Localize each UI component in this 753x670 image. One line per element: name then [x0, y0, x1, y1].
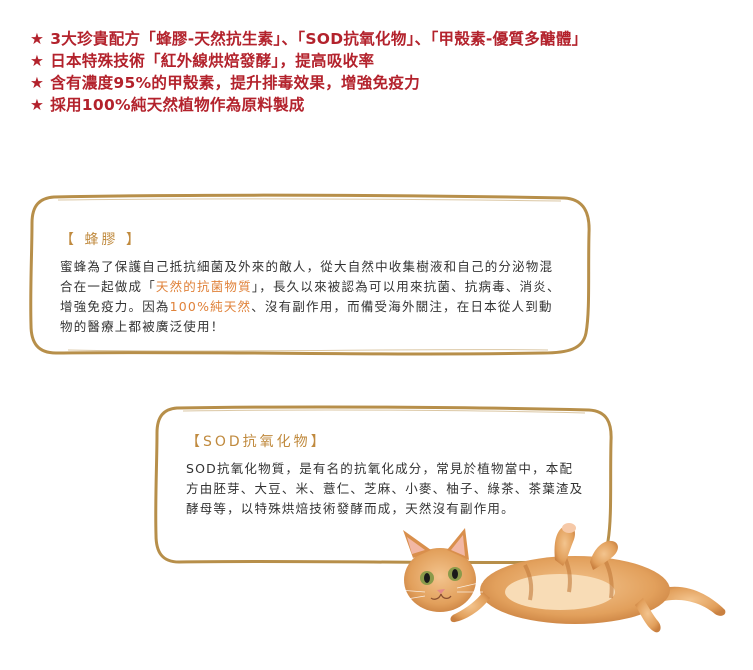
kitten-illustration	[398, 523, 726, 633]
body-text: 」，長久以來被認為可以用來抗菌、抗病毒、消炎、增強免疫力。因為	[60, 279, 561, 314]
highlight-text: 100%純天然	[169, 299, 252, 314]
feature-item: ★ 日本特殊技術「紅外線烘焙發酵」，提高吸收率	[30, 50, 587, 72]
feature-item: ★ 採用100%純天然植物作為原料製成	[30, 94, 587, 116]
feature-text: 3大珍貴配方「蜂膠-天然抗生素」、「SOD抗氧化物」、「甲殼素-優質多醣體」	[50, 30, 588, 48]
propolis-card: 【 蜂膠 】 蜜蜂為了保護自己抵抗細菌及外來的敵人，從大自然中收集樹液和自己的分…	[28, 193, 592, 356]
body-text: 、沒有副作用，而備受海外關注，在日本從人到動物的醫療上都被廣泛使用！	[60, 299, 553, 334]
feature-text: 日本特殊技術「紅外線烘焙發酵」，提高吸收率	[50, 52, 375, 70]
sod-content: 【SOD抗氧化物】 SOD抗氧化物質，是有名的抗氧化成分，常見於植物當中，本配方…	[186, 431, 586, 519]
propolis-content: 【 蜂膠 】 蜜蜂為了保護自己抵抗細菌及外來的敵人，從大自然中收集樹液和自己的分…	[60, 229, 565, 337]
hand-drawn-frame	[29, 193, 591, 356]
feature-list: ★ 3大珍貴配方「蜂膠-天然抗生素」、「SOD抗氧化物」、「甲殼素-優質多醣體」 …	[30, 28, 587, 116]
feature-text: 採用100%純天然植物作為原料製成	[50, 96, 305, 114]
feature-text: 含有濃度95%的甲殼素，提升排毒效果，增強免疫力	[50, 74, 421, 92]
star-icon: ★	[30, 74, 45, 92]
feature-item: ★ 含有濃度95%的甲殼素，提升排毒效果，增強免疫力	[30, 72, 587, 94]
propolis-title: 【 蜂膠 】	[60, 232, 143, 248]
sod-title: 【SOD抗氧化物】	[186, 434, 328, 450]
highlight-text: 天然的抗菌物質	[155, 279, 252, 294]
feature-item: ★ 3大珍貴配方「蜂膠-天然抗生素」、「SOD抗氧化物」、「甲殼素-優質多醣體」	[30, 28, 587, 50]
propolis-description: 蜜蜂為了保護自己抵抗細菌及外來的敵人，從大自然中收集樹液和自己的分泌物混合在一起…	[60, 257, 565, 337]
sod-description: SOD抗氧化物質，是有名的抗氧化成分，常見於植物當中，本配方由胚芽、大豆、米、薏…	[186, 461, 584, 516]
star-icon: ★	[30, 30, 45, 48]
star-icon: ★	[30, 96, 45, 114]
star-icon: ★	[30, 52, 45, 70]
body-text: 蜜蜂為了保護自己抵抗細菌及外來的敵人，從大自然中收集樹液和自己的分泌物混合在一起…	[60, 259, 554, 294]
